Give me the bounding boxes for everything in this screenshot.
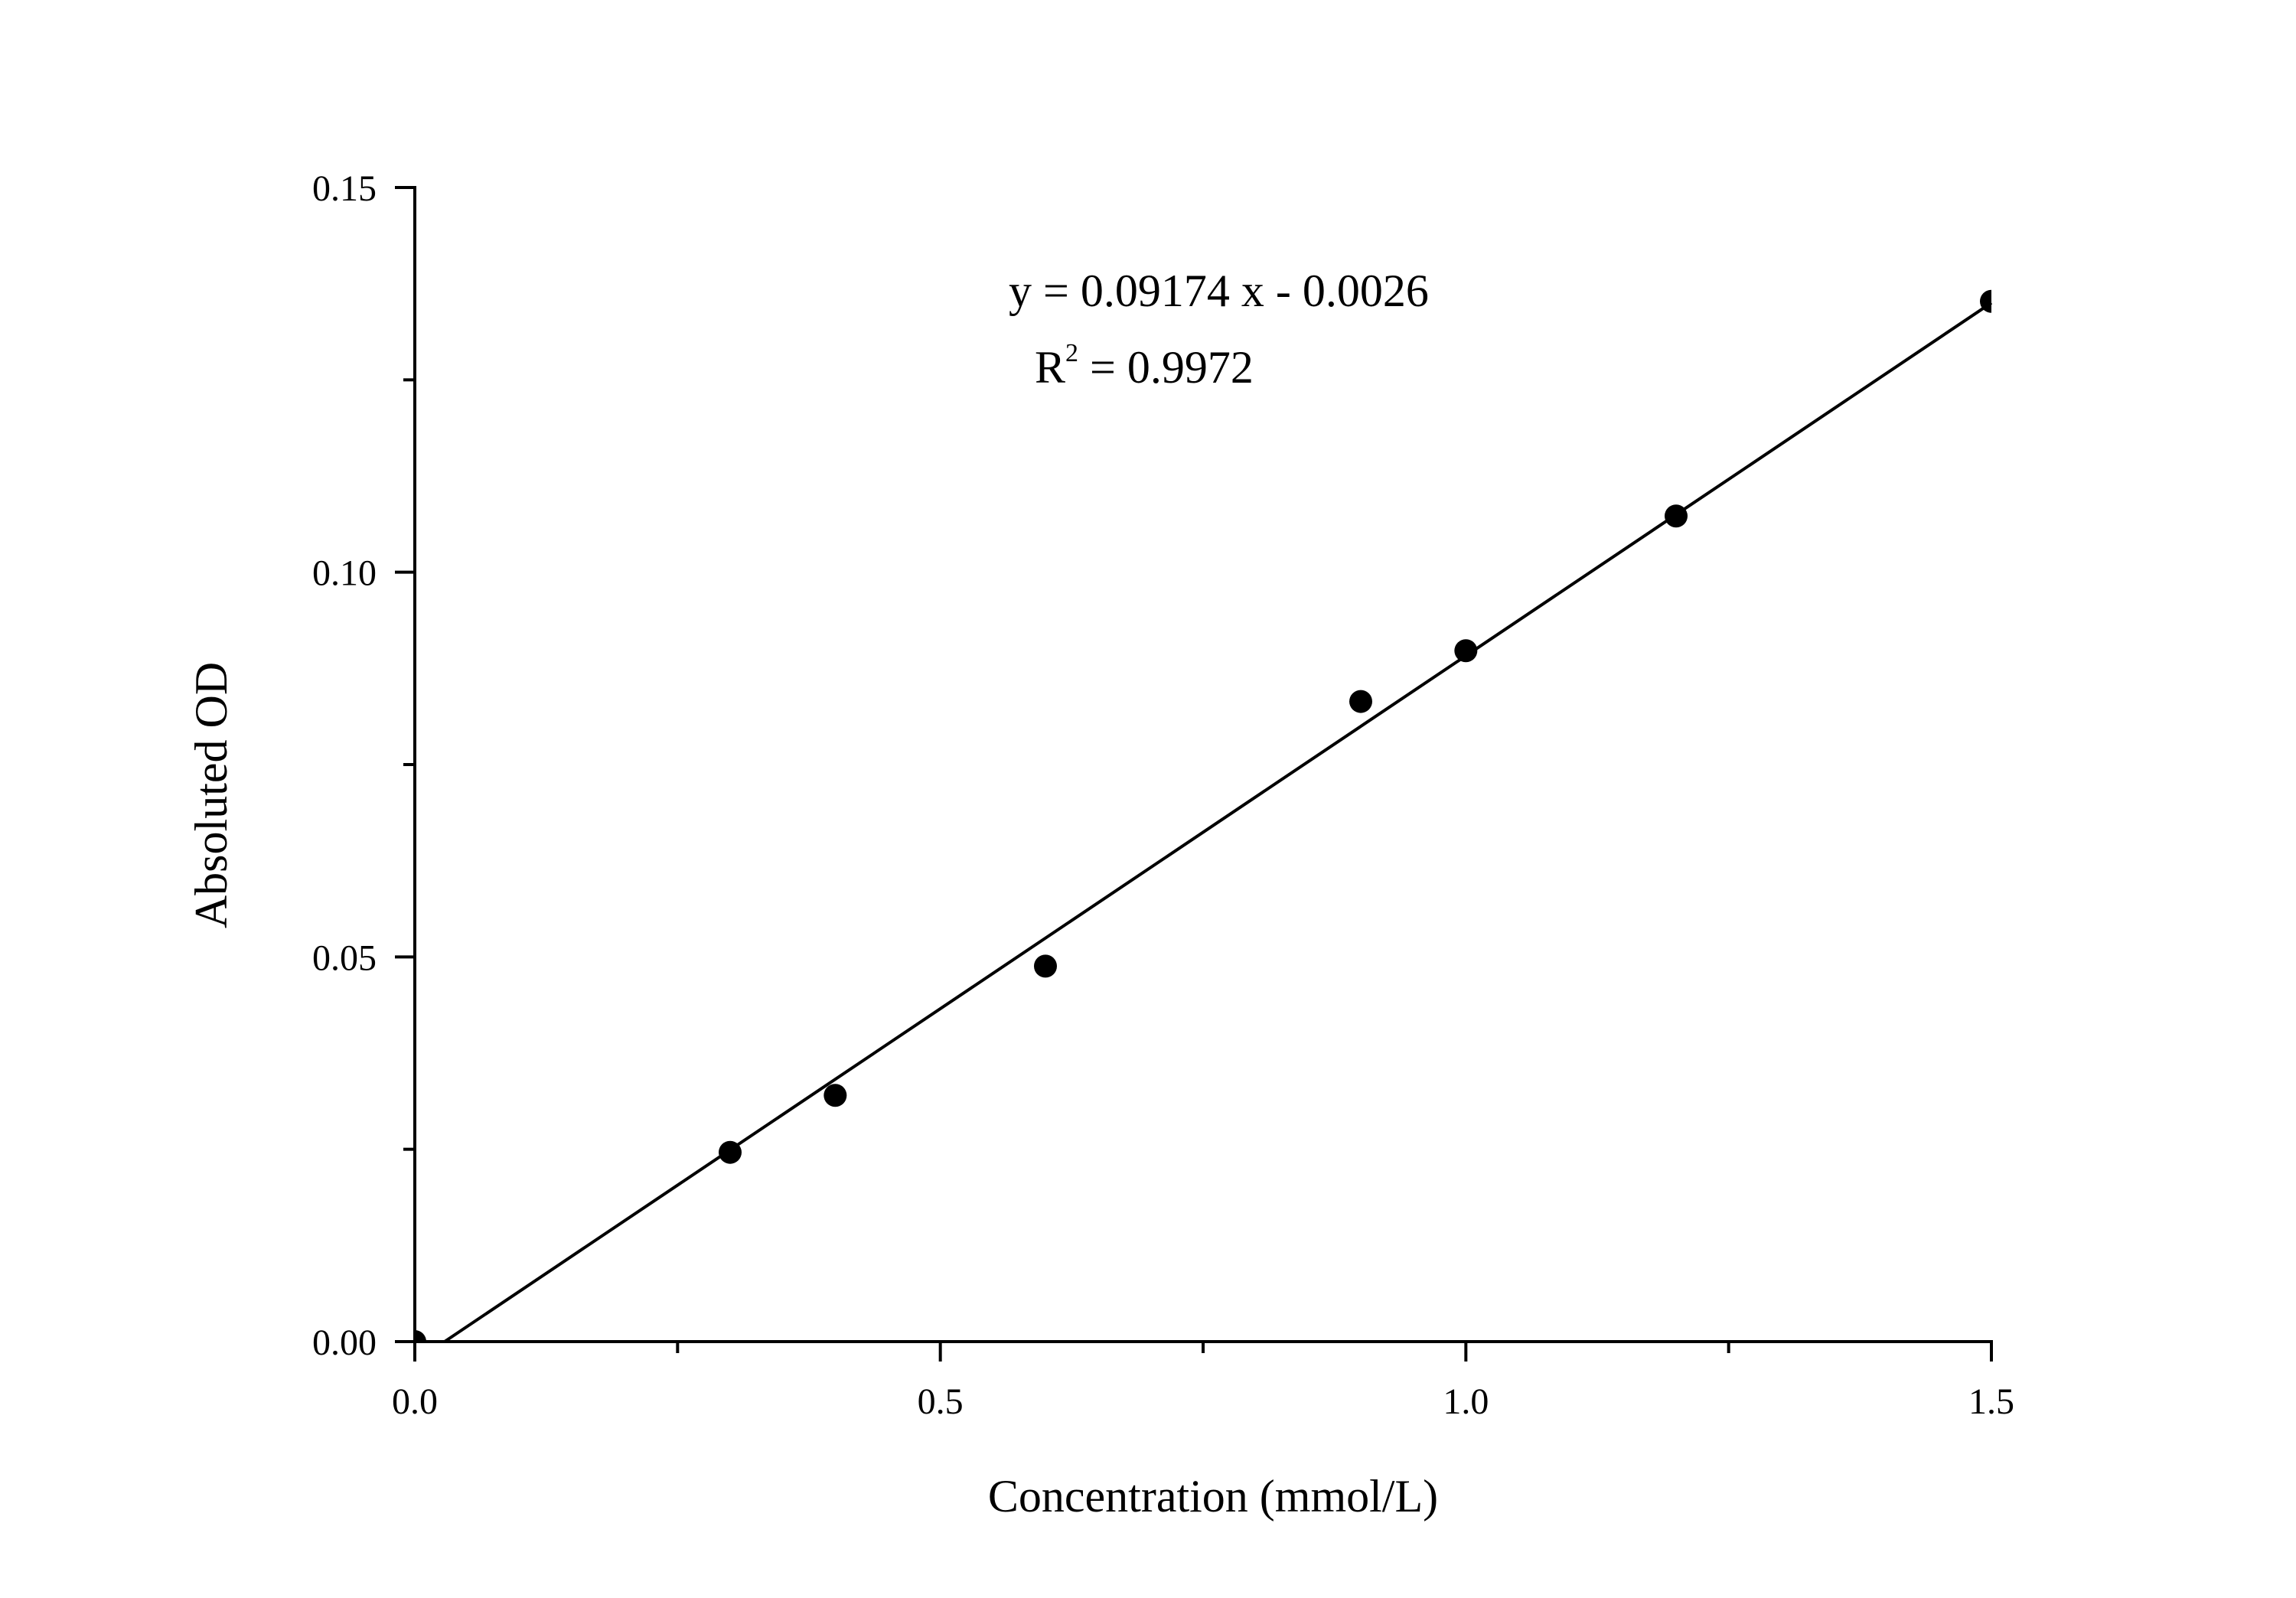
data-points (415, 289, 1991, 1342)
data-point (1454, 639, 1478, 663)
y-tick-label: 0.10 (312, 553, 377, 594)
axis-ticks: 0.0 0.5 1.0 1.5 0.00 0.05 0.10 0.15 (312, 168, 2014, 1422)
r-squared-prefix: R (1035, 342, 1065, 393)
y-axis-title: Absoluted OD (186, 662, 236, 928)
r-squared-value: = 0.9972 (1078, 342, 1254, 393)
fit-line-group (443, 302, 1993, 1343)
data-point (1349, 690, 1372, 713)
y-tick-label: 0.00 (312, 1322, 377, 1363)
x-tick-label: 0.5 (918, 1381, 964, 1422)
data-point (1980, 289, 1991, 313)
data-point (719, 1140, 742, 1164)
y-tick-label: 0.05 (312, 938, 377, 978)
regression-line (443, 302, 1993, 1343)
x-tick-label: 0.0 (392, 1381, 438, 1422)
data-point (415, 1330, 426, 1342)
regression-equation: y = 0.09174 x - 0.0026 (1009, 266, 1429, 316)
x-tick-label: 1.5 (1968, 1381, 2014, 1422)
data-point (823, 1084, 847, 1107)
r-squared-label: R2 = 0.9972 (1035, 339, 1254, 393)
data-point (1665, 504, 1688, 528)
data-point (1034, 954, 1057, 978)
r-squared-superscript: 2 (1065, 339, 1078, 367)
x-tick-label: 1.0 (1443, 1381, 1489, 1422)
x-axis-title: Concentration (mmol/L) (988, 1471, 1438, 1521)
y-tick-label: 0.15 (312, 168, 377, 209)
